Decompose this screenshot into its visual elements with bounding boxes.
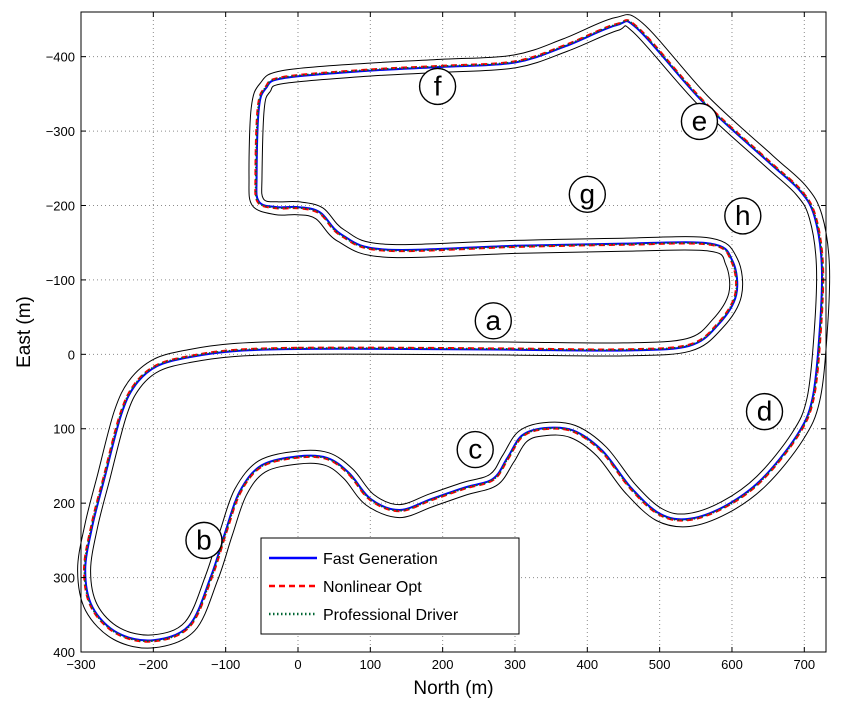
segment-label-a: a [474, 302, 512, 340]
series-line-3 [83, 19, 824, 643]
segment-label-g: g [568, 175, 607, 214]
segment-labels: a b c d e f g h [185, 67, 784, 560]
track-inner-boundary [90, 25, 818, 636]
y-tick-label: 400 [53, 645, 75, 660]
segment-label-b: b [185, 521, 223, 560]
y-tick-label: 200 [53, 496, 75, 511]
segment-label-text: e [692, 105, 708, 136]
x-tick-label: 500 [649, 657, 671, 672]
segment-label-circle [568, 175, 607, 214]
tick-labels: −300 −200 −100 0 100 200 300 400 500 600 700 −400 −3… [46, 12, 826, 672]
segment-label-circle [456, 430, 494, 469]
x-tick-label: 300 [504, 657, 526, 672]
track-boundaries [77, 14, 831, 649]
x-tick-label: 100 [359, 657, 381, 672]
x-tick-label: 700 [793, 657, 815, 672]
x-tick-label: −100 [211, 657, 240, 672]
segment-label-c: c [456, 430, 494, 469]
y-tick-label: 0 [68, 347, 75, 362]
y-tick-label: −400 [46, 50, 75, 65]
segment-label-circle [185, 521, 223, 560]
trajectory-series [82, 19, 825, 643]
segment-label-d: d [745, 392, 784, 431]
x-tick-label: −200 [139, 657, 168, 672]
segment-label-text: a [485, 305, 501, 336]
y-tick-label: 300 [53, 571, 75, 586]
segment-label-f: f [418, 67, 457, 106]
track-outer-boundary [77, 14, 831, 649]
segment-label-circle [474, 302, 512, 340]
x-tick-label: 600 [721, 657, 743, 672]
y-tick-label: −300 [46, 124, 75, 139]
segment-label-text: f [434, 70, 442, 101]
segment-label-e: e [680, 102, 719, 141]
segment-label-h: h [724, 197, 762, 235]
legend-entry-label: Fast Generation [323, 551, 438, 568]
legend-entry-label: Nonlinear Opt [323, 579, 422, 596]
segment-label-circle [724, 197, 762, 235]
y-tick-label: −200 [46, 198, 75, 213]
y-tick-label: 100 [53, 422, 75, 437]
segment-label-circle [745, 392, 784, 431]
segment-label-text: b [196, 524, 212, 555]
y-axis-label: East (m) [14, 296, 35, 368]
legend-entry-label: Professional Driver [323, 607, 459, 624]
segment-label-text: h [735, 200, 751, 231]
segment-label-text: c [468, 434, 482, 465]
segment-label-circle [680, 102, 719, 141]
segment-label-text: g [580, 178, 596, 209]
y-tick-label: −100 [46, 273, 75, 288]
segment-label-text: d [757, 396, 773, 427]
segment-label-circle [418, 67, 457, 106]
x-tick-label: 200 [432, 657, 454, 672]
legend: Fast Generation Nonlinear Opt Professional… [260, 537, 520, 635]
x-axis-label: North (m) [413, 678, 493, 699]
x-tick-label: 400 [576, 657, 598, 672]
x-tick-label: 0 [294, 657, 301, 672]
x-tick-label: −300 [66, 657, 95, 672]
plot-frame [80, 11, 827, 653]
